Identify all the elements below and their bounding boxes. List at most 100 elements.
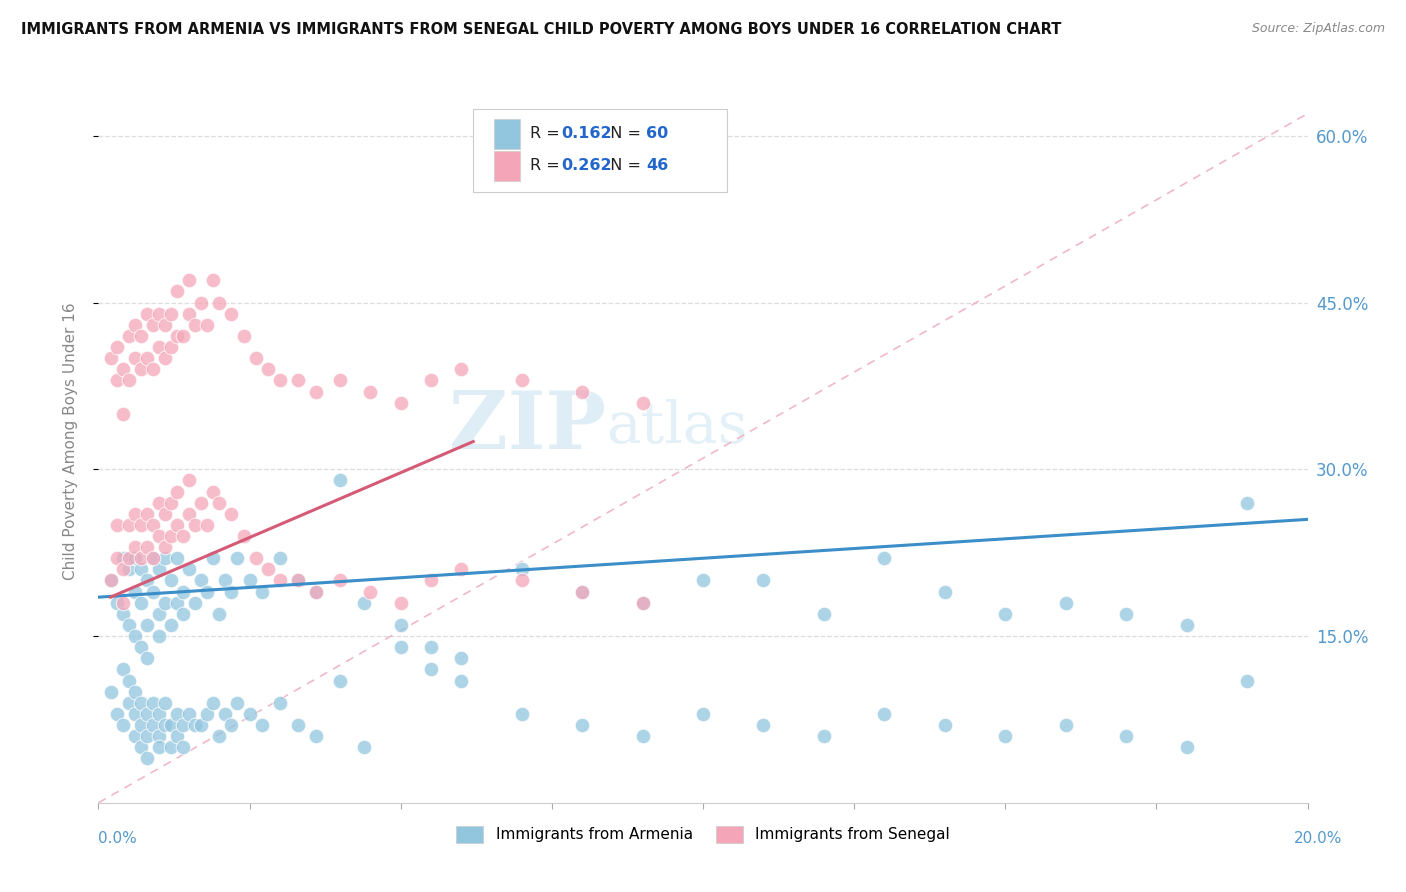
- Text: 0.0%: 0.0%: [98, 831, 138, 846]
- Point: [111, 551, 134, 566]
- Text: N =: N =: [600, 126, 647, 141]
- Point: [221, 718, 243, 732]
- Point: [135, 540, 157, 554]
- Point: [153, 507, 176, 521]
- Point: [148, 729, 170, 743]
- Point: [129, 696, 152, 710]
- Point: [631, 596, 654, 610]
- Point: [245, 551, 267, 566]
- Point: [934, 584, 956, 599]
- Point: [135, 651, 157, 665]
- Point: [129, 517, 152, 532]
- Point: [202, 696, 225, 710]
- Point: [153, 318, 176, 332]
- Point: [105, 596, 128, 610]
- Point: [160, 529, 183, 543]
- Point: [450, 651, 472, 665]
- Point: [195, 584, 218, 599]
- Point: [1054, 596, 1077, 610]
- Point: [135, 507, 157, 521]
- Point: [873, 706, 896, 721]
- Point: [631, 596, 654, 610]
- Point: [166, 285, 188, 299]
- Point: [129, 718, 152, 732]
- Point: [389, 640, 412, 655]
- Point: [172, 529, 194, 543]
- Point: [571, 384, 593, 399]
- Point: [190, 718, 212, 732]
- Text: Source: ZipAtlas.com: Source: ZipAtlas.com: [1251, 22, 1385, 36]
- Point: [420, 373, 443, 387]
- Point: [329, 673, 352, 688]
- Point: [172, 329, 194, 343]
- Text: IMMIGRANTS FROM ARMENIA VS IMMIGRANTS FROM SENEGAL CHILD POVERTY AMONG BOYS UNDE: IMMIGRANTS FROM ARMENIA VS IMMIGRANTS FR…: [21, 22, 1062, 37]
- Text: 0.162: 0.162: [561, 126, 612, 141]
- Point: [1054, 718, 1077, 732]
- Point: [256, 562, 278, 576]
- Point: [111, 562, 134, 576]
- Point: [105, 517, 128, 532]
- Point: [450, 362, 472, 376]
- Point: [813, 607, 835, 621]
- Point: [166, 329, 188, 343]
- Point: [179, 474, 201, 488]
- Point: [1115, 607, 1137, 621]
- Point: [118, 551, 141, 566]
- Y-axis label: Child Poverty Among Boys Under 16: Child Poverty Among Boys Under 16: [63, 302, 77, 581]
- Point: [111, 407, 134, 421]
- Point: [124, 351, 146, 366]
- Point: [195, 318, 218, 332]
- Point: [934, 718, 956, 732]
- Point: [190, 295, 212, 310]
- Point: [124, 629, 146, 643]
- Point: [184, 318, 207, 332]
- Point: [129, 740, 152, 755]
- Point: [148, 307, 170, 321]
- Point: [195, 517, 218, 532]
- Text: 20.0%: 20.0%: [1295, 831, 1343, 846]
- Point: [179, 273, 201, 287]
- Point: [1236, 673, 1258, 688]
- Point: [571, 718, 593, 732]
- Point: [360, 384, 382, 399]
- Point: [202, 551, 225, 566]
- Point: [142, 696, 165, 710]
- Point: [239, 706, 262, 721]
- Point: [100, 351, 122, 366]
- Point: [124, 551, 146, 566]
- Point: [135, 307, 157, 321]
- Point: [142, 718, 165, 732]
- Point: [571, 584, 593, 599]
- Point: [329, 373, 352, 387]
- Point: [124, 706, 146, 721]
- Point: [214, 574, 236, 588]
- Point: [420, 640, 443, 655]
- Point: [153, 596, 176, 610]
- Point: [269, 574, 291, 588]
- Point: [208, 607, 231, 621]
- Point: [118, 562, 141, 576]
- Point: [124, 507, 146, 521]
- Point: [153, 540, 176, 554]
- Point: [142, 362, 165, 376]
- Point: [142, 584, 165, 599]
- Point: [148, 340, 170, 354]
- Text: R =: R =: [530, 158, 565, 173]
- Point: [873, 551, 896, 566]
- Point: [752, 574, 775, 588]
- Point: [129, 640, 152, 655]
- Point: [172, 740, 194, 755]
- Point: [208, 295, 231, 310]
- Point: [148, 529, 170, 543]
- Point: [148, 629, 170, 643]
- Point: [160, 574, 183, 588]
- Point: [190, 574, 212, 588]
- Point: [129, 329, 152, 343]
- Point: [287, 373, 309, 387]
- Text: R =: R =: [530, 126, 565, 141]
- Point: [571, 584, 593, 599]
- Point: [692, 706, 714, 721]
- Point: [160, 618, 183, 632]
- Point: [256, 362, 278, 376]
- Point: [184, 517, 207, 532]
